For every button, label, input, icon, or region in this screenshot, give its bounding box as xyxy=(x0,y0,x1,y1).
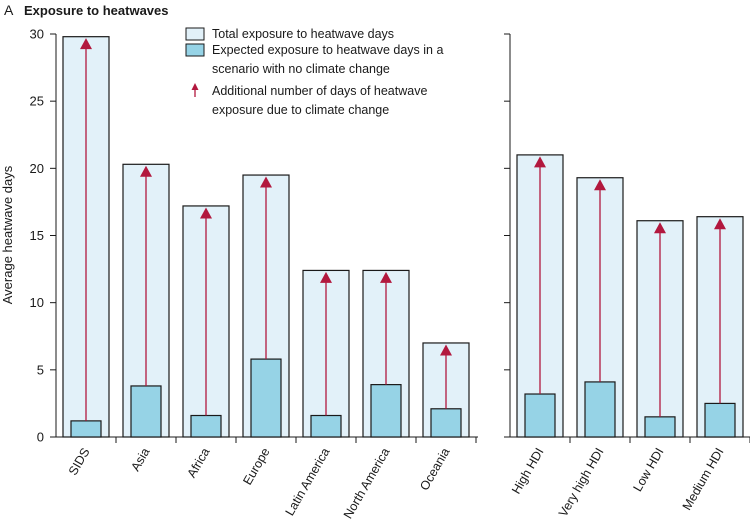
y-tick-label: 30 xyxy=(30,27,44,42)
x-tick-label-low-hdi: Low HDI xyxy=(631,446,667,495)
bar-expected-low-hdi xyxy=(644,416,676,438)
arrow-head-europe xyxy=(260,176,272,188)
bar-expected-asia xyxy=(130,385,162,438)
arrow-head-latin-america xyxy=(320,271,332,283)
bar-expected-oceania xyxy=(430,408,462,438)
y-tick-label: 10 xyxy=(30,295,44,310)
y-tick-label: 20 xyxy=(30,161,44,176)
x-tick-label-oceania: Oceania xyxy=(417,445,452,492)
chart-title: Exposure to heatwaves xyxy=(24,3,169,18)
bar-expected-sids xyxy=(70,420,102,438)
x-tick-label-latin-america: Latin America xyxy=(283,445,333,518)
y-axis-label: Average heatwave days xyxy=(0,165,15,304)
x-tick-label-very-high-hdi: Very high HDI xyxy=(556,446,607,520)
arrow-head-north-america xyxy=(380,271,392,283)
y-tick-label: 5 xyxy=(37,362,44,377)
bar-expected-north-america xyxy=(370,384,402,438)
legend-swatch-total xyxy=(185,27,205,41)
x-tick-label-sids: SIDS xyxy=(66,446,93,478)
x-tick-label-europe: Europe xyxy=(240,445,272,487)
legend-text-expected: scenario with no climate change xyxy=(212,62,390,76)
panel-letter: A xyxy=(4,2,14,18)
bar-expected-africa xyxy=(190,414,222,438)
legend-text-total: Total exposure to heatwave days xyxy=(212,27,394,41)
legend-text-additional: exposure due to climate change xyxy=(212,103,389,117)
y-tick-label: 15 xyxy=(30,228,44,243)
x-tick-label-asia: Asia xyxy=(128,445,152,473)
x-tick-label-north-america: North America xyxy=(341,445,393,521)
bar-expected-europe xyxy=(250,358,282,438)
bar-expected-very-high-hdi xyxy=(584,381,616,438)
arrow-head-very-high-hdi xyxy=(594,179,606,191)
arrow-head-high-hdi xyxy=(534,156,546,168)
y-tick-label: 0 xyxy=(37,430,44,445)
arrow-head-medium-hdi xyxy=(714,218,726,230)
bar-expected-latin-america xyxy=(310,414,342,438)
legend: Total exposure to heatwave days Expected … xyxy=(185,27,443,117)
arrow-head-africa xyxy=(200,207,212,219)
bar-expected-medium-hdi xyxy=(704,402,736,438)
arrow-head-low-hdi xyxy=(654,222,666,234)
y-ticks: 0 5 10 15 20 25 30 xyxy=(30,27,510,445)
x-tick-label-high-hdi: High HDI xyxy=(509,446,546,497)
bars xyxy=(62,36,744,438)
bar-expected-high-hdi xyxy=(524,393,556,438)
arrow-head-asia xyxy=(140,165,152,177)
legend-arrow-head xyxy=(191,83,199,90)
x-tick-label-medium-hdi: Medium HDI xyxy=(680,446,727,513)
y-tick-label: 25 xyxy=(30,94,44,109)
x-tick-label-africa: Africa xyxy=(184,445,212,480)
legend-text-additional: Additional number of days of heatwave xyxy=(212,84,427,98)
legend-swatch-expected xyxy=(185,43,205,57)
arrow-head-oceania xyxy=(440,344,452,356)
legend-text-expected: Expected exposure to heatwave days in a xyxy=(212,43,443,57)
arrow-head-sids xyxy=(80,38,92,50)
x-tick-labels: SIDS Asia Africa Europe Latin America North A… xyxy=(66,437,750,521)
